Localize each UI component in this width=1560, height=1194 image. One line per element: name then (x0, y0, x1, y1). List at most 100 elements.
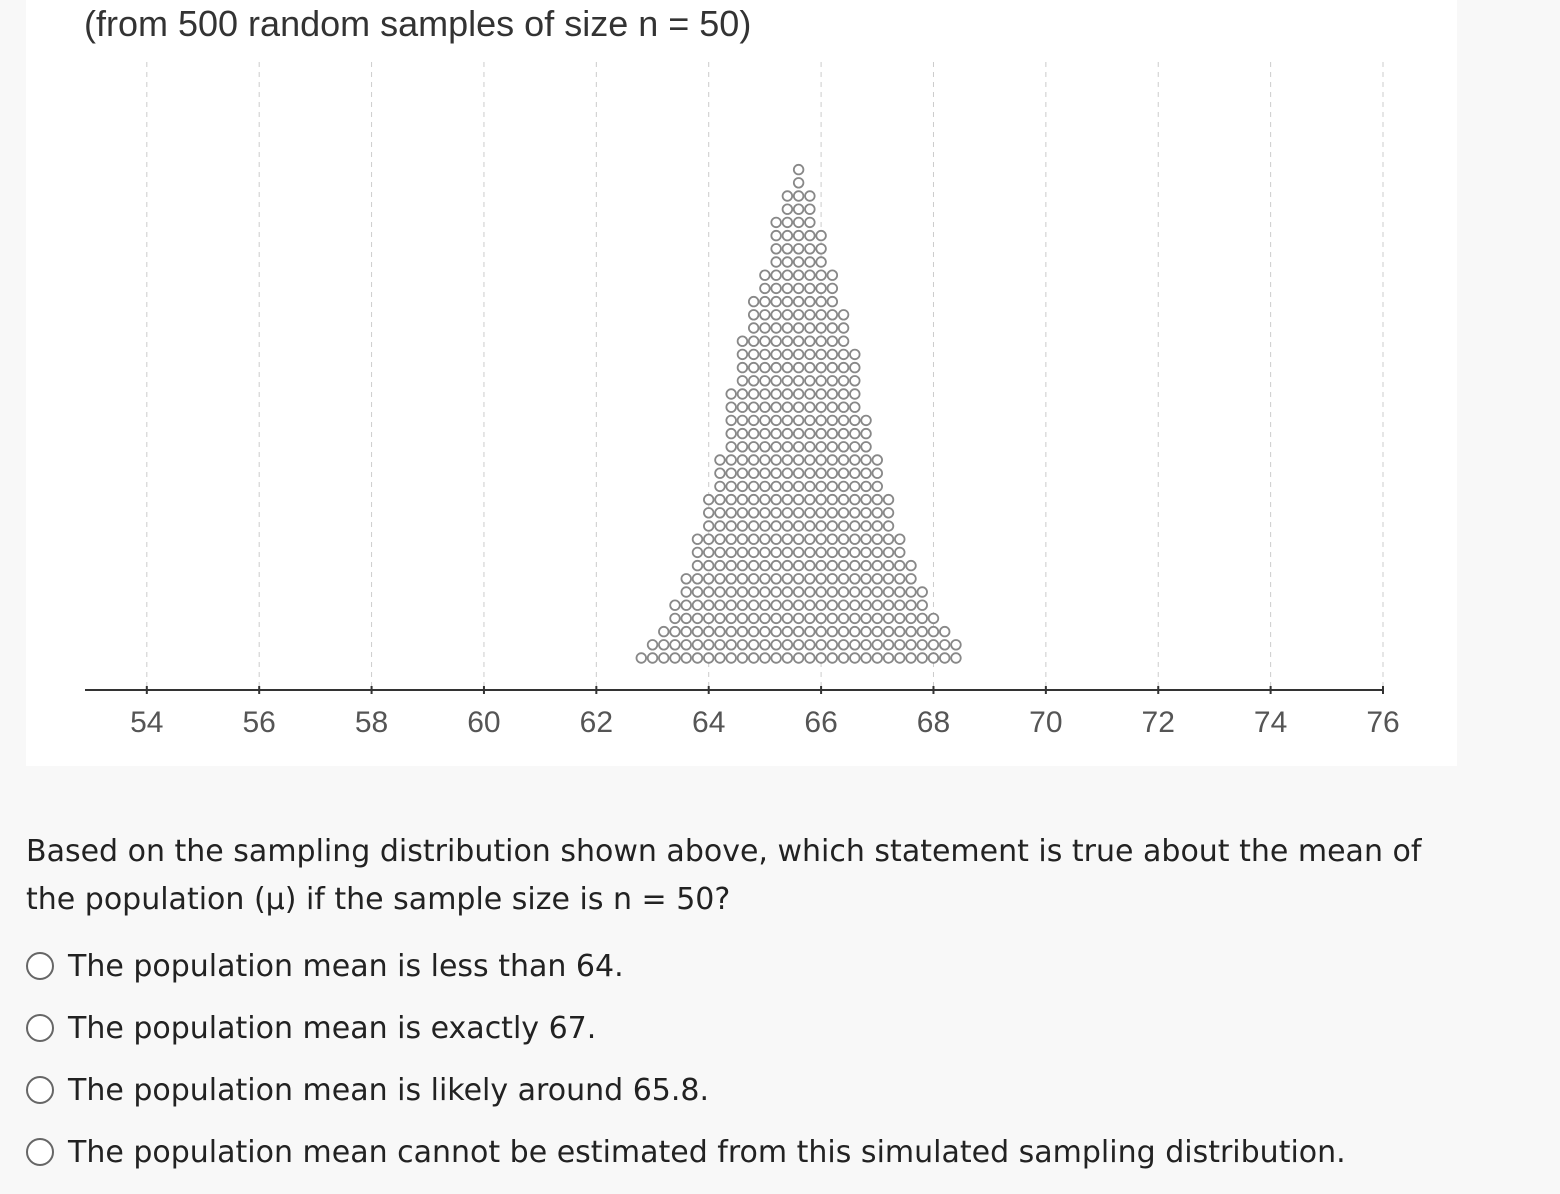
dot (837, 520, 850, 532)
option-label[interactable]: The population mean is exactly 67. (68, 1010, 597, 1046)
dot (860, 507, 872, 519)
dot (770, 335, 782, 347)
radio-button[interactable] (26, 1014, 54, 1042)
dot (837, 401, 850, 413)
dot (725, 625, 737, 638)
dot (725, 652, 737, 664)
dot (916, 652, 928, 664)
dot (747, 493, 760, 506)
dot (747, 361, 760, 374)
dot (770, 480, 782, 493)
dot (826, 309, 839, 321)
x-tick-label: 60 (467, 706, 500, 739)
dot (781, 467, 794, 479)
dot (736, 454, 749, 466)
dot (759, 348, 771, 361)
dot (759, 639, 771, 651)
dot (736, 348, 749, 361)
dot (792, 203, 805, 215)
dot (804, 441, 816, 453)
dot (927, 652, 940, 664)
dot (804, 454, 816, 466)
dot (815, 546, 827, 559)
dot (747, 309, 760, 321)
dot (804, 599, 816, 611)
option-label[interactable]: The population mean is less than 64. (68, 948, 624, 984)
option[interactable]: The population mean is less than 64. (26, 942, 624, 990)
dot (815, 427, 827, 440)
dot (703, 559, 715, 572)
dot (736, 546, 749, 559)
dot (736, 573, 749, 585)
dot (826, 388, 839, 400)
option[interactable]: The population mean cannot be estimated … (26, 1128, 1346, 1176)
dot (770, 361, 782, 374)
dot (747, 441, 760, 453)
dot (837, 309, 850, 321)
dot (804, 256, 816, 268)
dot (770, 256, 782, 268)
dot (781, 507, 794, 519)
dot (759, 454, 771, 466)
x-tick-label: 74 (1254, 706, 1287, 739)
radio-button[interactable] (26, 952, 54, 980)
dot (770, 401, 782, 413)
dot (703, 546, 715, 559)
dot (804, 229, 816, 242)
dot (849, 454, 861, 466)
dot (826, 520, 839, 532)
dot (826, 401, 839, 413)
dot (792, 401, 805, 413)
dot (837, 599, 850, 611)
dot (849, 612, 861, 625)
dot (815, 652, 827, 664)
dot (747, 520, 760, 532)
dot (860, 493, 872, 506)
dot (815, 295, 827, 308)
radio-button[interactable] (26, 1138, 54, 1166)
dot (781, 348, 794, 361)
dot (804, 361, 816, 374)
option-label[interactable]: The population mean cannot be estimated … (68, 1134, 1346, 1170)
option-label[interactable]: The population mean is likely around 65.… (68, 1072, 710, 1108)
radio-button[interactable] (26, 1076, 54, 1104)
dot (691, 612, 704, 625)
dot (691, 625, 704, 638)
dot (714, 507, 726, 519)
dot (894, 533, 906, 545)
dot (815, 348, 827, 361)
dot (703, 612, 715, 625)
dot (815, 361, 827, 374)
dot (849, 441, 861, 453)
dot (905, 586, 917, 598)
dot (815, 493, 827, 506)
dot (680, 599, 692, 611)
option[interactable]: The population mean is likely around 65.… (26, 1066, 709, 1114)
dot (837, 612, 850, 625)
dot (714, 533, 726, 545)
dot (770, 493, 782, 506)
dot (871, 546, 883, 559)
dot (747, 467, 760, 479)
dot (759, 612, 771, 625)
dot (759, 480, 771, 493)
option[interactable]: The population mean is exactly 67. (26, 1004, 596, 1052)
dot (680, 652, 692, 664)
dot (759, 427, 771, 440)
dot (894, 573, 906, 585)
dot (714, 493, 726, 506)
dot (826, 269, 839, 281)
dot (792, 269, 805, 281)
dot (939, 652, 951, 664)
dot (759, 414, 771, 427)
dot (781, 203, 794, 215)
dot (871, 480, 883, 493)
dot (871, 639, 883, 651)
dot (781, 322, 794, 334)
dot (781, 256, 794, 268)
dot (792, 625, 805, 638)
dot (703, 520, 715, 532)
dot (804, 335, 816, 347)
dot (691, 599, 704, 611)
